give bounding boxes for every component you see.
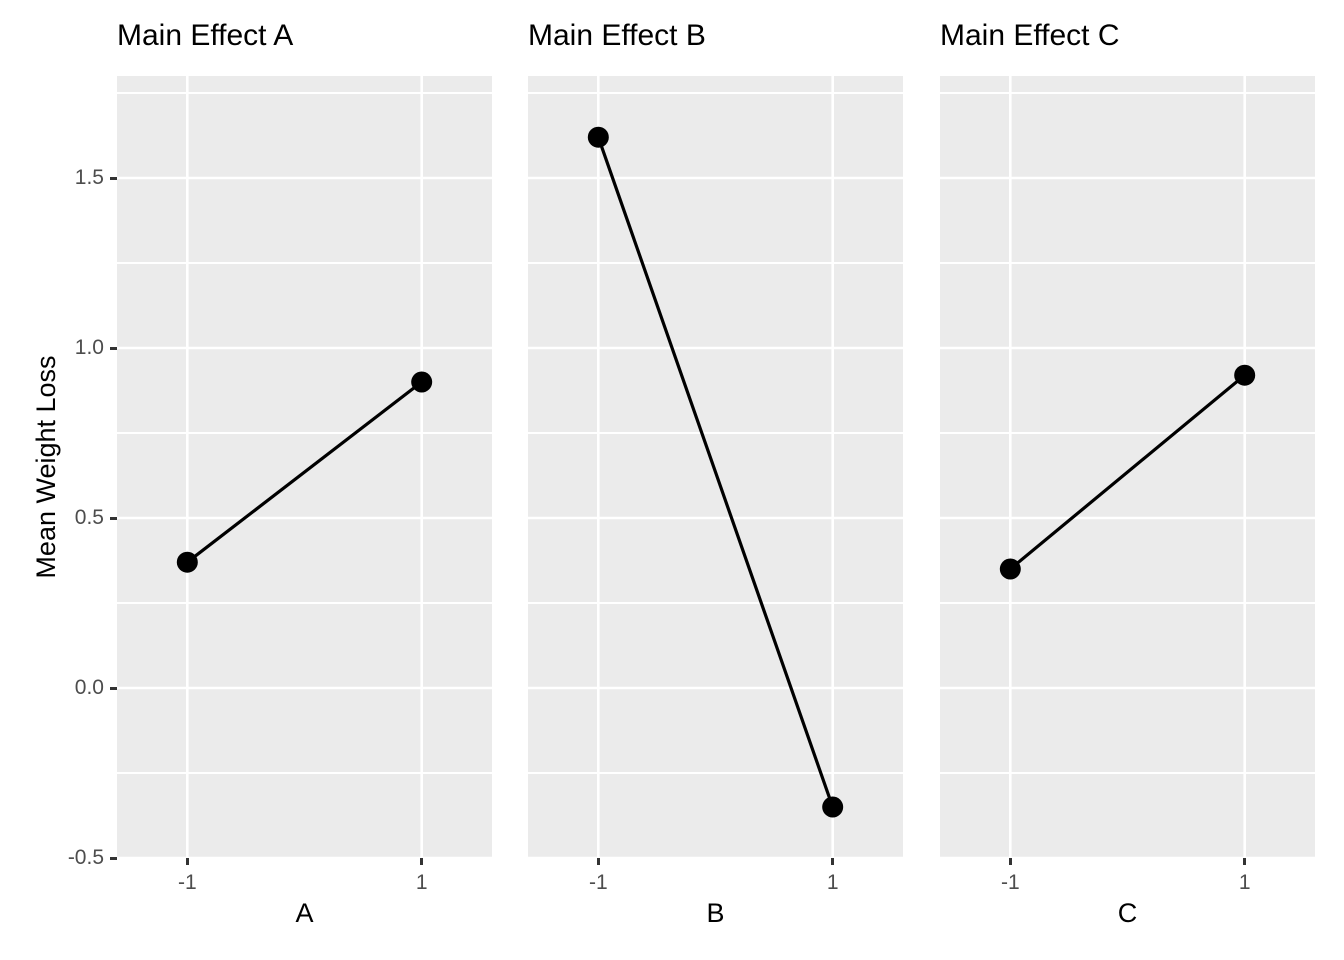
x-axis-tick-mark xyxy=(420,858,424,865)
panel-canvas xyxy=(528,76,903,858)
y-axis-tick-label: 0.0 xyxy=(74,676,104,699)
x-axis-tick-mark xyxy=(596,858,600,865)
y-axis-tick-mark xyxy=(110,686,117,690)
x-axis-title: B xyxy=(706,898,725,928)
series-line xyxy=(596,136,835,808)
panel-canvas xyxy=(117,76,492,858)
data-point xyxy=(176,551,198,573)
x-axis-tick-label: 1 xyxy=(1238,871,1251,894)
data-point xyxy=(1234,364,1256,386)
panel-title: Main Effect A xyxy=(117,19,294,52)
facet-panel-c: Main Effect C C -1 1 xyxy=(940,0,1315,960)
x-axis-title: A xyxy=(295,898,314,928)
facet-panel-a: Main Effect A A -1 1 xyxy=(117,0,492,960)
y-axis-title: Mean Weight Loss xyxy=(31,355,61,579)
y-axis-tick-mark xyxy=(110,516,117,520)
plot-area xyxy=(528,76,903,858)
x-axis-tick-label: 1 xyxy=(415,871,428,894)
panel-title: Main Effect B xyxy=(528,19,706,52)
plot-area xyxy=(940,76,1315,858)
series-line xyxy=(186,380,423,564)
series-line xyxy=(1009,373,1246,571)
y-axis-tick-label: 1.0 xyxy=(74,336,104,359)
x-axis-title: C xyxy=(1117,898,1138,928)
x-axis-tick-label: -1 xyxy=(177,871,197,894)
y-axis-tick-mark xyxy=(110,856,117,860)
data-point xyxy=(822,796,844,818)
x-axis-tick-mark xyxy=(1008,858,1012,865)
y-axis-tick-label: 1.5 xyxy=(74,166,104,189)
x-axis-tick-label: -1 xyxy=(588,871,608,894)
x-axis-tick-label: -1 xyxy=(1000,871,1020,894)
plot-area xyxy=(117,76,492,858)
x-axis-tick-mark xyxy=(831,858,835,865)
panel-canvas xyxy=(940,76,1315,858)
data-point xyxy=(411,371,433,393)
data-point xyxy=(587,126,609,148)
x-axis-tick-mark xyxy=(185,858,189,865)
y-axis-tick-mark xyxy=(110,346,117,350)
y-axis-tick-label: 0.5 xyxy=(74,506,104,529)
y-axis-tick-mark xyxy=(110,176,117,180)
y-axis-tick-label: -0.5 xyxy=(67,846,104,869)
x-axis-tick-label: 1 xyxy=(826,871,839,894)
x-axis-tick-mark xyxy=(1243,858,1247,865)
facet-panel-b: Main Effect B B -1 1 xyxy=(528,0,903,960)
data-point xyxy=(999,558,1021,580)
panel-title: Main Effect C xyxy=(940,19,1120,52)
